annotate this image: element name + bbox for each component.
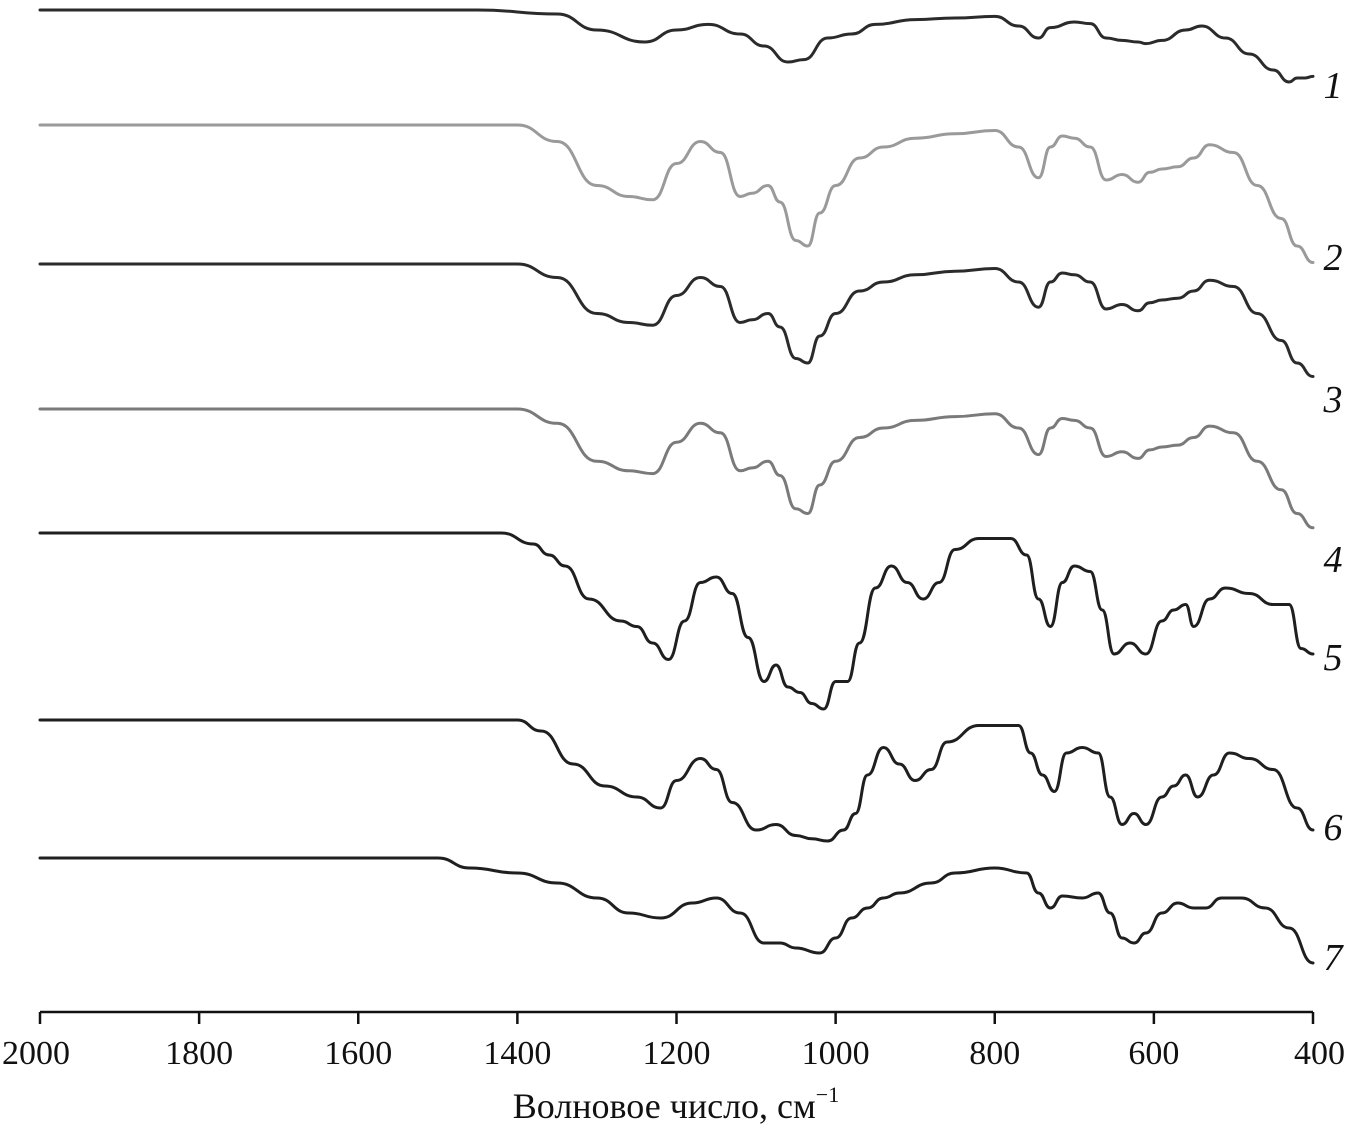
curve-label-3: 3 (1323, 379, 1343, 421)
x-tick-label-800: 800 (969, 1035, 1020, 1072)
x-tick-label-1200: 1200 (643, 1035, 711, 1072)
curve-label-4: 4 (1324, 539, 1343, 581)
curve-label-7: 7 (1324, 937, 1345, 979)
x-tick-group: 2000 1800 1600 1400 1200 1000 800 600 400 (2, 1012, 1345, 1072)
spectrum-line-1 (38, 8, 1315, 84)
x-tick-label-1000: 1000 (802, 1035, 870, 1072)
spectrum-line-6 (38, 718, 1315, 843)
x-axis-title-sup: −1 (816, 1082, 839, 1107)
spectrum-line-4 (38, 407, 1315, 530)
x-axis-title: Волновое число, см−1 (513, 1082, 839, 1126)
x-axis-title-text: Волновое число, см (513, 1086, 816, 1126)
x-tick-label-1400: 1400 (483, 1035, 551, 1072)
curve-label-5: 5 (1324, 637, 1343, 679)
curve-label-group: 1 2 3 4 5 6 7 (1323, 65, 1345, 979)
curve-label-1: 1 (1324, 65, 1343, 107)
x-tick-label-1800: 1800 (165, 1035, 233, 1072)
curve-label-2: 2 (1324, 237, 1343, 279)
spectrum-line-2 (38, 123, 1315, 264)
spectrum-line-7 (38, 856, 1315, 965)
x-tick-label-600: 600 (1128, 1035, 1179, 1072)
spectrum-line-5 (38, 531, 1315, 711)
curve-label-6: 6 (1324, 807, 1343, 849)
series-group (38, 8, 1315, 965)
spectrum-line-3 (38, 262, 1315, 378)
x-tick-label-400: 400 (1294, 1035, 1345, 1072)
x-tick-label-1600: 1600 (324, 1035, 392, 1072)
x-tick-label-2000: 2000 (2, 1035, 70, 1072)
